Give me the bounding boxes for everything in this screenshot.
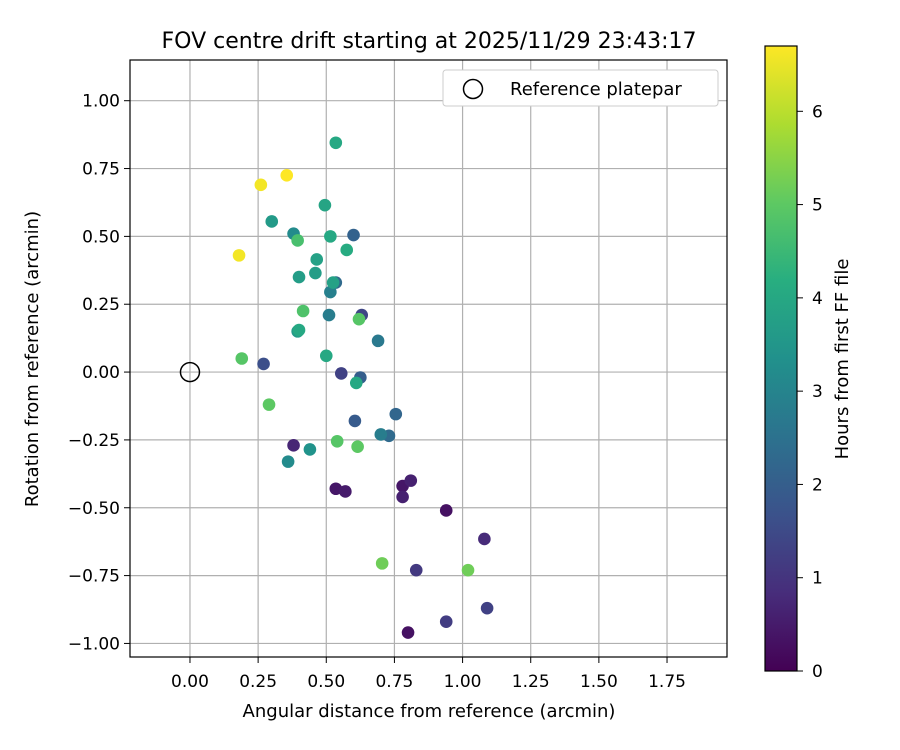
scatter-point xyxy=(396,490,409,504)
y-tick-label: −0.50 xyxy=(68,499,120,519)
scatter-point xyxy=(349,376,363,390)
scatter-point xyxy=(303,443,317,456)
scatter-point xyxy=(235,352,249,365)
scatter-point xyxy=(291,234,304,247)
scatter-point xyxy=(389,407,403,421)
x-tick-label: 0.00 xyxy=(171,672,209,692)
colorbar-tick-label: 4 xyxy=(812,289,823,309)
scatter-point xyxy=(329,482,343,496)
scatter-point xyxy=(401,626,415,639)
y-axis-ticks: −1.00 −0.75 −0.50 −0.25 0.00 0.25 0.50 0.75 1.00 xyxy=(68,92,130,654)
x-tick-label: 1.00 xyxy=(444,672,482,692)
y-axis-label: Rotation from reference (arcmin) xyxy=(22,211,43,507)
scatter-point xyxy=(371,334,385,348)
scatter-point xyxy=(318,198,332,212)
scatter-point xyxy=(281,455,295,468)
scatter-point xyxy=(326,276,340,289)
scatter-point xyxy=(257,357,270,371)
scatter-point xyxy=(347,228,360,242)
grid xyxy=(130,60,727,657)
scatter-point xyxy=(324,230,337,243)
scatter-point xyxy=(287,439,300,452)
colorbar-tick-label: 3 xyxy=(812,382,823,402)
x-tick-label: 0.50 xyxy=(307,672,345,692)
scatter-point xyxy=(265,215,279,228)
colorbar-ticks: 0 1 2 3 4 5 6 xyxy=(797,102,823,682)
colorbar-tick-label: 6 xyxy=(812,102,823,122)
axes-background xyxy=(130,60,727,657)
reference-platepar-marker xyxy=(179,361,201,383)
legend-marker-reference xyxy=(462,78,484,100)
scatter-point xyxy=(351,440,364,453)
x-tick-label: 0.25 xyxy=(239,672,277,692)
chart-title: FOV centre drift starting at 2025/11/29 … xyxy=(162,29,697,54)
y-tick-label: 0.50 xyxy=(82,227,120,247)
scatter-point xyxy=(292,270,306,284)
scatter-point xyxy=(375,557,389,570)
x-axis-label: Angular distance from reference (arcmin) xyxy=(243,701,616,722)
x-tick-label: 0.75 xyxy=(375,672,413,692)
reference-layer xyxy=(179,361,201,383)
scatter-point xyxy=(292,323,306,337)
scatter-point xyxy=(439,504,453,517)
scatter-point xyxy=(280,169,294,182)
scatter-point xyxy=(461,563,475,577)
scatter-point xyxy=(478,532,491,546)
y-tick-label: −0.75 xyxy=(68,567,120,587)
scatter-point xyxy=(480,601,494,615)
legend: Reference platepar xyxy=(442,69,719,107)
scatter-point xyxy=(352,312,366,326)
colorbar-label: Hours from first FF file xyxy=(832,259,853,460)
scatter-point xyxy=(439,615,453,629)
x-axis-ticks: 0.00 0.25 0.50 0.75 1.00 1.25 1.50 1.75 xyxy=(171,657,686,692)
y-tick-label: 1.00 xyxy=(82,92,120,112)
scatter-point xyxy=(324,285,337,299)
scatter-point xyxy=(348,414,362,428)
x-tick-label: 1.50 xyxy=(580,672,618,692)
scatter-point xyxy=(340,243,354,257)
colorbar: 0 1 2 3 4 5 6 Hours from first FF file xyxy=(764,45,853,682)
scatter-point xyxy=(339,485,352,498)
x-tick-label: 1.75 xyxy=(648,672,686,692)
scatter-point xyxy=(334,367,348,380)
y-tick-label: 0.25 xyxy=(82,295,120,315)
colorbar-gradient xyxy=(764,45,798,672)
axes-frame xyxy=(129,59,728,658)
scatter-point xyxy=(322,308,336,322)
colorbar-tick-label: 1 xyxy=(812,569,823,589)
scatter-point xyxy=(330,434,344,448)
scatter-point xyxy=(374,428,388,441)
plot-area: 0.00 0.25 0.50 0.75 1.00 1.25 1.50 1.75 −1.00 −0… xyxy=(68,59,728,692)
scatter-point xyxy=(409,563,423,577)
y-tick-label: −1.00 xyxy=(68,634,120,654)
scatter-point xyxy=(310,253,324,266)
scatter-point xyxy=(404,474,418,487)
y-tick-label: 0.75 xyxy=(82,160,120,180)
x-tick-label: 1.25 xyxy=(512,672,550,692)
scatter-point xyxy=(262,398,276,411)
y-tick-label: −0.25 xyxy=(68,431,120,451)
scatter-point xyxy=(309,266,322,280)
scatter-point xyxy=(319,349,333,363)
scatter-point xyxy=(232,249,246,262)
legend-entry-reference: Reference platepar xyxy=(510,79,682,100)
scatter-points xyxy=(232,136,494,639)
colorbar-tick-label: 5 xyxy=(812,196,823,216)
scatter-point xyxy=(329,136,343,150)
colorbar-tick-label: 0 xyxy=(812,662,823,682)
scatter-point xyxy=(254,178,268,192)
scatter-point xyxy=(296,304,310,318)
colorbar-tick-label: 2 xyxy=(812,475,823,495)
legend-box xyxy=(442,69,719,107)
y-tick-label: 0.00 xyxy=(82,363,120,383)
